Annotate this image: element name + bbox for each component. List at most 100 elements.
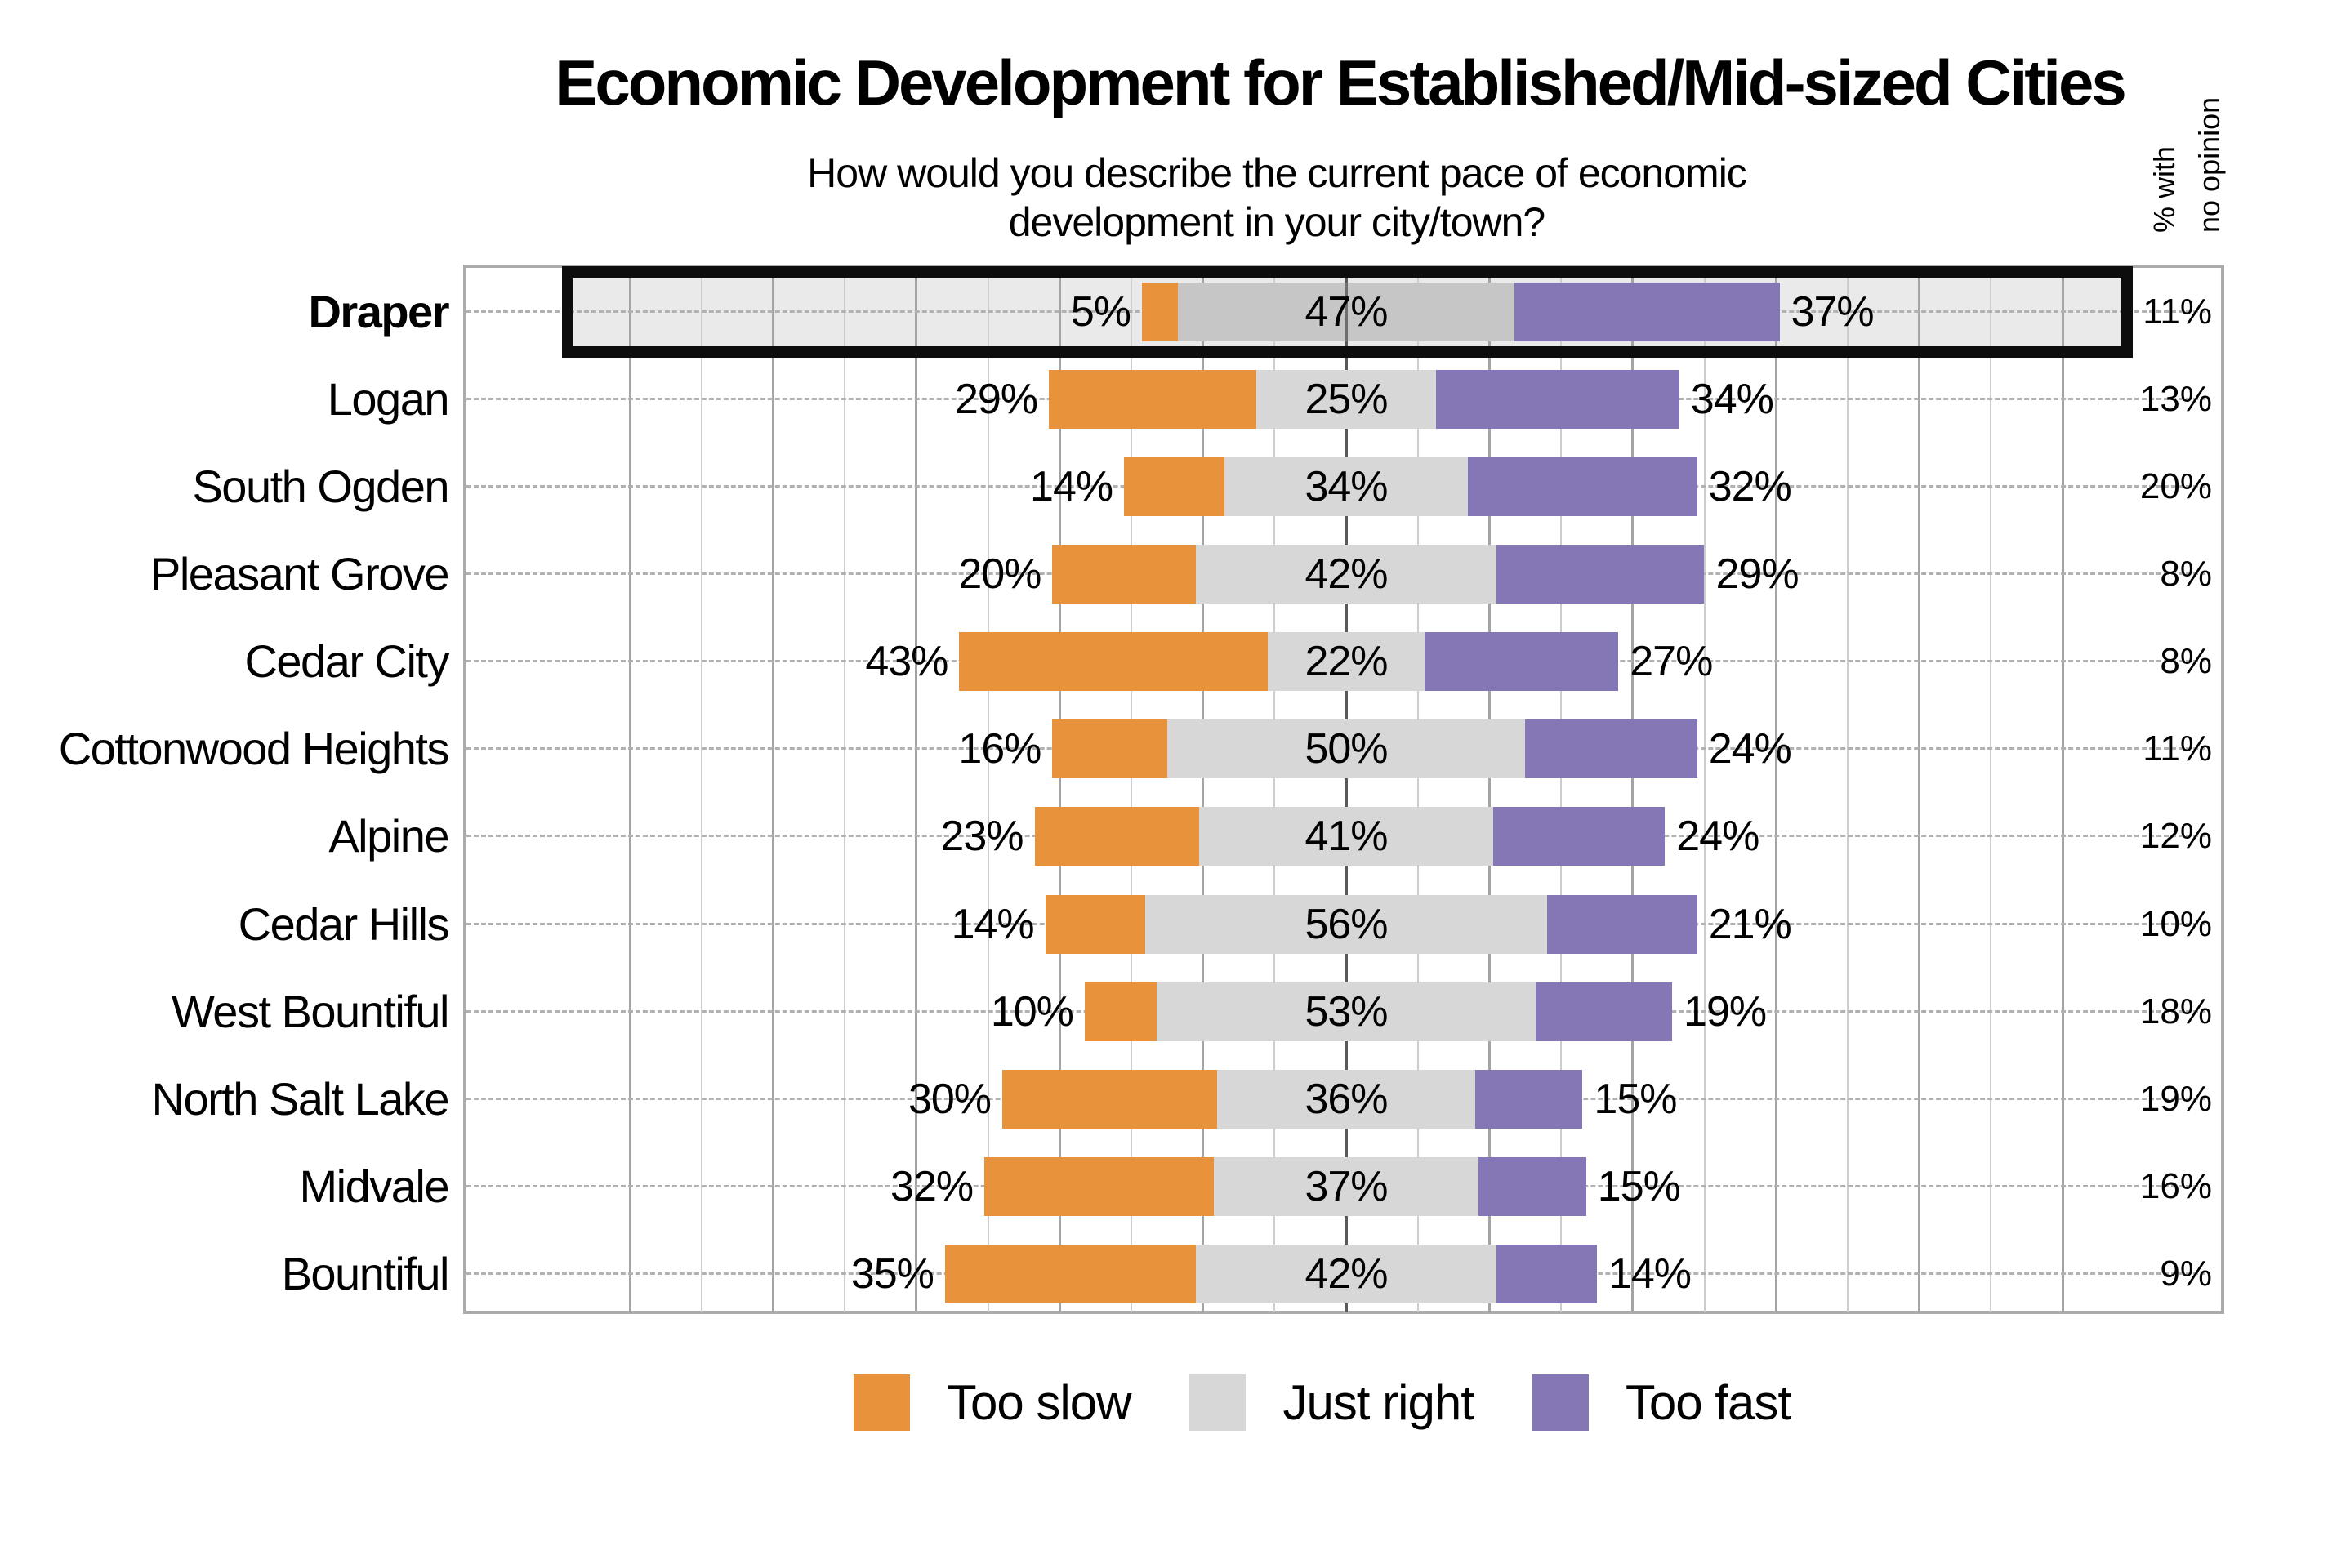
legend-item: Too fast [1532,1374,1791,1431]
gridline-major [1631,266,1635,1312]
value-label-too-fast: 15% [1594,1075,1677,1123]
no-opinion-value: 8% [2160,554,2212,595]
value-label-just-right: 53% [1304,987,1388,1036]
value-label-too-fast: 19% [1684,987,1767,1036]
bar-too-fast [1496,1244,1597,1303]
gridline-major [1918,266,1921,1312]
value-label-just-right: 47% [1304,288,1388,336]
value-label-too-fast: 34% [1690,376,1774,424]
legend-label: Too fast [1625,1375,1791,1430]
bar-too-fast [1468,457,1697,517]
value-label-too-fast: 29% [1715,550,1800,599]
chart-subtitle: How would you describe the current pace … [460,149,2094,247]
bar-too-fast [1514,283,1780,341]
no-opinion-value: 11% [2143,292,2212,332]
bar-just-right [1195,545,1497,604]
row-label: Pleasant Grove [150,548,449,600]
bar-just-right [1267,632,1425,692]
bar-just-right [1217,1069,1475,1129]
bar-just-right [1199,807,1493,866]
no-opinion-value: 10% [2139,903,2212,944]
gridline-center [1345,266,1348,1312]
no-opinion-value: 9% [2160,1253,2212,1294]
gridline-minor [700,266,702,1312]
bar-too-fast [1525,719,1697,779]
page-title: Economic Development for Established/Mid… [555,47,2126,118]
highlight-row-border [562,266,2133,358]
value-label-too-fast: 24% [1676,813,1759,861]
row-label: North Salt Lake [151,1072,450,1125]
row-label: Cedar Hills [238,898,450,950]
bar-too-fast [1492,807,1666,866]
bar-too-slow [1052,719,1167,779]
value-label-just-right: 34% [1304,463,1388,511]
value-label-just-right: 22% [1304,638,1388,686]
bar-too-slow [984,1156,1214,1216]
value-label-too-fast: 15% [1597,1162,1681,1210]
value-label-too-slow: 35% [850,1250,934,1298]
value-label-just-right: 56% [1304,900,1388,948]
value-label-just-right: 36% [1304,1075,1388,1123]
value-label-too-fast: 32% [1708,463,1792,511]
row-label: Alpine [328,810,449,862]
legend-label: Too slow [947,1375,1131,1430]
bar-too-slow [1052,545,1196,604]
bar-just-right [1195,1244,1497,1303]
gridline-minor [1130,266,1132,1312]
bar-too-fast [1435,370,1679,430]
no-opinion-value: 16% [2139,1165,2212,1206]
bar-too-fast [1474,1069,1583,1129]
no-opinion-header-line2: no opinion [2192,96,2226,233]
gridline-minor [1273,266,1276,1312]
value-label-too-fast: 37% [1791,288,1875,336]
chart-subtitle-line1: How would you describe the current pace … [807,150,1747,196]
plot-frame [463,265,2224,1314]
gridline-major [915,266,918,1312]
bar-too-slow [1049,370,1257,430]
legend-label: Just right [1282,1375,1474,1430]
row-label: Midvale [299,1160,450,1212]
bar-too-slow [1002,1069,1218,1129]
value-label-too-slow: 20% [958,550,1041,599]
gridline-major [771,266,774,1312]
gridline-major [1487,266,1491,1312]
no-opinion-value: 12% [2139,816,2212,857]
legend-swatch-just-right [1189,1374,1247,1431]
bar-just-right [1145,894,1547,954]
no-opinion-value: 18% [2139,991,2212,1031]
bar-too-fast [1478,1156,1586,1216]
row-label: South Ogden [192,461,449,513]
value-label-just-right: 41% [1304,813,1388,861]
bar-just-right [1256,370,1436,430]
value-label-too-slow: 16% [958,725,1041,773]
value-label-too-fast: 21% [1708,900,1792,948]
gridline-major [1774,266,1777,1312]
gridline-major [628,266,631,1312]
legend-item: Too slow [854,1374,1131,1431]
row-label: Bountiful [281,1247,450,1299]
value-label-just-right: 25% [1304,376,1388,424]
bar-too-slow [1045,894,1146,954]
row-label: Draper [308,286,449,337]
bar-too-slow [1142,283,1178,341]
legend-swatch-too-fast [1532,1374,1589,1431]
gridline-major [2061,266,2064,1312]
no-opinion-header-line1: % with [2147,145,2181,233]
value-label-too-fast: 14% [1608,1250,1692,1298]
row-label: West Bountiful [171,985,450,1037]
no-opinion-value: 13% [2139,379,2212,420]
value-label-just-right: 37% [1304,1162,1388,1210]
value-label-too-slow: 30% [908,1075,992,1123]
value-label-too-fast: 24% [1708,725,1792,773]
bar-just-right [1156,982,1536,1041]
no-opinion-value: 11% [2143,728,2212,769]
value-label-just-right: 42% [1304,550,1388,599]
gridline-major [1202,266,1205,1312]
no-opinion-value: 8% [2160,641,2212,682]
value-label-just-right: 50% [1304,725,1388,773]
gridline-minor [1416,266,1419,1312]
gridline-minor [987,266,989,1312]
bar-too-slow [1034,807,1200,866]
gridline-minor [1560,266,1563,1312]
